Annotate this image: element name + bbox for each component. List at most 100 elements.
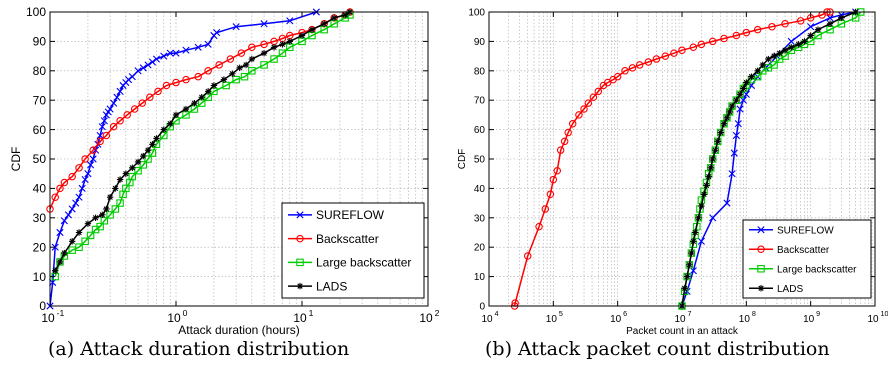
chart-b-data-point <box>788 44 794 50</box>
chart-a-data-point <box>236 65 242 71</box>
chart-a-legend-label: Backscatter <box>316 232 379 246</box>
chart-b-data-point <box>838 15 844 21</box>
chart-b-data-point <box>801 38 807 44</box>
chart-b-x-tick-label: 10 <box>481 314 493 325</box>
chart-b-data-point <box>765 56 771 62</box>
chart-b-data-point <box>827 21 833 27</box>
chart-b-x-tick-label: 10 <box>610 314 622 325</box>
chart-b-data-point <box>709 156 715 162</box>
chart-a-data-point <box>191 100 197 106</box>
chart-b-x-tick-label: 10 <box>867 314 879 325</box>
chart-a-data-point <box>299 32 305 38</box>
chart-b-y-tick-label: 40 <box>474 184 486 195</box>
chart-a-legend-label: LADS <box>316 279 347 293</box>
chart-a-y-tick-label: 80 <box>33 64 47 78</box>
chart-b-data-point <box>807 32 813 38</box>
chart-a-y-tick-label: 100 <box>26 5 46 19</box>
chart-a-data-point <box>117 176 123 182</box>
chart-b-data-point <box>701 191 707 197</box>
chart-a-data-point <box>205 88 211 94</box>
chart-a-data-point <box>123 171 129 177</box>
chart-b-y-tick-label: 10 <box>474 272 486 283</box>
chart-b-data-point <box>748 73 754 79</box>
chart-a-x-tick-label: 10 <box>419 311 433 325</box>
chart-b-legend-label: Large backscatter <box>777 264 857 275</box>
chart-a-data-point <box>167 121 173 127</box>
chart-a-y-tick-label: 30 <box>33 211 47 225</box>
chart-a-data-point <box>229 71 235 77</box>
chart-b-legend-label: SUREFLOW <box>777 225 834 236</box>
chart-a-data-point <box>211 82 217 88</box>
chart-a-y-tick-label: 50 <box>33 152 47 166</box>
chart-b-data-point <box>724 115 730 121</box>
chart-a-data-point <box>129 165 135 171</box>
chart-b-x-tick-exponent: 7 <box>688 309 692 318</box>
chart-b-legend-label: Backscatter <box>777 245 830 256</box>
chart-b-legend: SUREFLOW Backscatter Large backscatter LADS <box>743 220 871 298</box>
chart-b-data-point <box>795 41 801 47</box>
chart-b-data-point <box>815 26 821 32</box>
chart-b-y-axis-label: CDF <box>457 149 468 170</box>
chart-b-data-point <box>715 138 721 144</box>
chart-b-data-point <box>712 147 718 153</box>
chart-a-data-point <box>261 50 267 56</box>
caption-a: (a) Attack duration distribution <box>48 338 349 360</box>
chart-a-data-point <box>85 220 91 226</box>
chart-a-data-point <box>183 106 189 112</box>
chart-a-legend-label: Large backscatter <box>316 256 411 270</box>
caption-b: (b) Attack packet count distribution <box>485 338 830 360</box>
chart-a-data-point <box>173 112 179 118</box>
chart-a-data-point <box>103 206 109 212</box>
chart-a-y-tick-label: 90 <box>33 35 47 49</box>
chart-a-y-tick-label: 10 <box>33 270 47 284</box>
chart-a-data-point <box>199 94 205 100</box>
chart-b-y-tick-label: 50 <box>474 155 486 166</box>
chart-b-data-point <box>705 173 711 179</box>
chart-b-x-tick-exponent: 10 <box>881 309 888 318</box>
chart-a-data-point <box>331 15 337 21</box>
chart-a-data-point <box>279 41 285 47</box>
chart-a-y-tick-label: 0 <box>39 299 46 313</box>
chart-b-data-point <box>692 229 698 235</box>
chart-b-x-tick-label: 10 <box>739 314 751 325</box>
chart-b-data-point <box>740 85 746 91</box>
chart-b-x-axis-label: Packet count in an attack <box>626 326 739 337</box>
chart-a-data-point <box>112 185 118 191</box>
chart-b-x-tick-label: 10 <box>803 314 815 325</box>
chart-b-data-point <box>726 109 732 115</box>
chart-a-legend-marker <box>297 283 303 289</box>
chart-b-x-tick-exponent: 9 <box>816 309 820 318</box>
chart-b-data-point <box>684 273 690 279</box>
chart-b-x-tick-exponent: 8 <box>752 309 756 318</box>
chart-b-data-point <box>718 129 724 135</box>
chart-a-x-tick-exponent: 1 <box>309 308 314 318</box>
chart-a-y-tick-label: 40 <box>33 182 47 196</box>
chart-a-data-point <box>61 250 67 256</box>
chart-b-data-point <box>695 215 701 221</box>
chart-a-data-point <box>249 56 255 62</box>
chart-b-y-tick-label: 0 <box>479 302 485 313</box>
chart-b-data-point <box>737 91 743 97</box>
chart-b-y-tick-label: 90 <box>474 37 486 48</box>
chart-a-data-point <box>99 212 105 218</box>
chart-b-x-tick-exponent: 4 <box>495 309 499 318</box>
chart-a-data-point <box>221 76 227 82</box>
chart-b-legend-label: LADS <box>777 284 803 295</box>
chart-b: 1041051061071081091010010203040506070809… <box>457 8 888 338</box>
chart-a-x-tick-exponent: -1 <box>57 308 65 318</box>
chart-a-data-point <box>271 44 277 50</box>
chart-a-data-point <box>76 229 82 235</box>
chart-b-data-point <box>681 285 687 291</box>
chart-a-data-point <box>107 194 113 200</box>
chart-b-data-point <box>686 262 692 268</box>
chart-a-x-tick-exponent: 2 <box>435 308 440 318</box>
chart-a-data-point <box>57 259 63 265</box>
chart-a-data-point <box>243 62 249 68</box>
chart-b-y-tick-label: 60 <box>474 125 486 136</box>
chart-a-legend: SUREFLOWBackscatterLarge backscatterLADS <box>282 203 424 298</box>
chart-b-data-point <box>771 53 777 59</box>
chart-b-y-tick-label: 20 <box>474 243 486 254</box>
chart-a-data-point <box>309 26 315 32</box>
chart-b-data-point <box>733 97 739 103</box>
